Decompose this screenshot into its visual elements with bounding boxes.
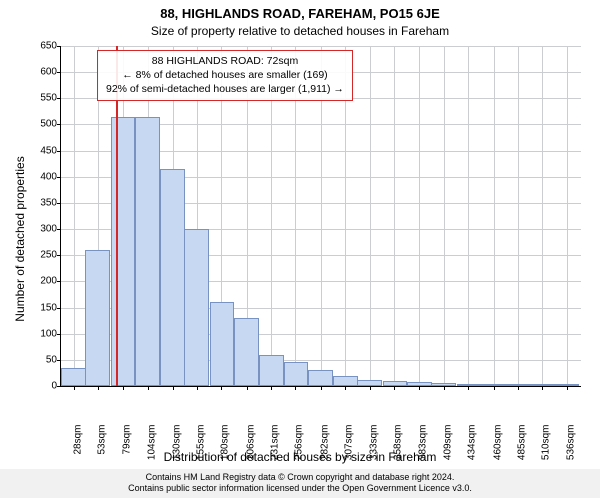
ytick-mark [57,72,61,73]
ytick-mark [57,177,61,178]
ytick-mark [57,281,61,282]
histogram-bar [530,384,555,386]
x-axis-label: Distribution of detached houses by size … [0,450,600,464]
xtick-mark [74,386,75,390]
ytick-label: 100 [25,328,57,339]
histogram-bar [407,382,432,386]
ytick-label: 600 [25,67,57,78]
histogram-bar [85,250,110,386]
histogram-bar [111,117,136,386]
xtick-mark [173,386,174,390]
xtick-mark [271,386,272,390]
xtick-mark [221,386,222,390]
ytick-label: 0 [25,381,57,392]
histogram-bar [383,381,408,386]
xtick-mark [98,386,99,390]
ytick-mark [57,203,61,204]
ytick-mark [57,308,61,309]
ytick-label: 250 [25,250,57,261]
plot-area: 0501001502002503003504004505005506006502… [60,46,581,387]
xtick-mark [321,386,322,390]
xtick-mark [518,386,519,390]
annotation-line2: ← 8% of detached houses are smaller (169… [106,68,344,82]
histogram-bar [284,362,309,386]
ytick-label: 550 [25,93,57,104]
xtick-mark [542,386,543,390]
histogram-bar [184,229,209,386]
ytick-label: 150 [25,302,57,313]
gridline-v [567,46,568,386]
xtick-mark [394,386,395,390]
annotation-line3: 92% of semi-detached houses are larger (… [106,82,344,96]
annotation-box: 88 HIGHLANDS ROAD: 72sqm← 8% of detached… [97,50,353,101]
histogram-bar [234,318,259,386]
histogram-bar [210,302,235,386]
ytick-label: 350 [25,197,57,208]
gridline-v [419,46,420,386]
histogram-bar [481,384,506,386]
histogram-bar [333,376,358,386]
xtick-mark [567,386,568,390]
ytick-mark [57,124,61,125]
histogram-bar [160,169,185,386]
gridline-v [494,46,495,386]
xtick-mark [494,386,495,390]
ytick-label: 450 [25,145,57,156]
chart-container: 88, HIGHLANDS ROAD, FAREHAM, PO15 6JE Si… [0,0,600,500]
ytick-mark [57,386,61,387]
histogram-bar [505,384,530,386]
gridline-v [518,46,519,386]
gridline-v [542,46,543,386]
xtick-mark [295,386,296,390]
ytick-mark [57,360,61,361]
ytick-label: 500 [25,119,57,130]
xtick-mark [148,386,149,390]
histogram-bar [431,383,456,386]
xtick-mark [468,386,469,390]
chart-title-line2: Size of property relative to detached ho… [0,24,600,38]
xtick-mark [345,386,346,390]
xtick-mark [123,386,124,390]
histogram-bar [61,368,86,386]
ytick-label: 300 [25,224,57,235]
ytick-label: 50 [25,354,57,365]
gridline-v [394,46,395,386]
footer-line2: Contains public sector information licen… [0,483,600,495]
xtick-mark [197,386,198,390]
xtick-mark [444,386,445,390]
footer: Contains HM Land Registry data © Crown c… [0,469,600,498]
gridline-v [370,46,371,386]
histogram-bar [555,384,580,386]
ytick-label: 650 [25,41,57,52]
ytick-mark [57,46,61,47]
ytick-mark [57,229,61,230]
histogram-bar [457,384,482,386]
gridline-v [468,46,469,386]
ytick-mark [57,334,61,335]
ytick-label: 200 [25,276,57,287]
ytick-label: 400 [25,171,57,182]
xtick-mark [247,386,248,390]
chart-title-line1: 88, HIGHLANDS ROAD, FAREHAM, PO15 6JE [0,6,600,21]
histogram-bar [259,355,284,386]
histogram-bar [308,370,333,386]
xtick-mark [370,386,371,390]
ytick-mark [57,98,61,99]
histogram-bar [357,380,382,386]
footer-line1: Contains HM Land Registry data © Crown c… [0,472,600,484]
ytick-mark [57,151,61,152]
annotation-line1: 88 HIGHLANDS ROAD: 72sqm [106,54,344,68]
histogram-bar [135,117,160,386]
gridline-v [444,46,445,386]
xtick-mark [419,386,420,390]
gridline-v [74,46,75,386]
ytick-mark [57,255,61,256]
